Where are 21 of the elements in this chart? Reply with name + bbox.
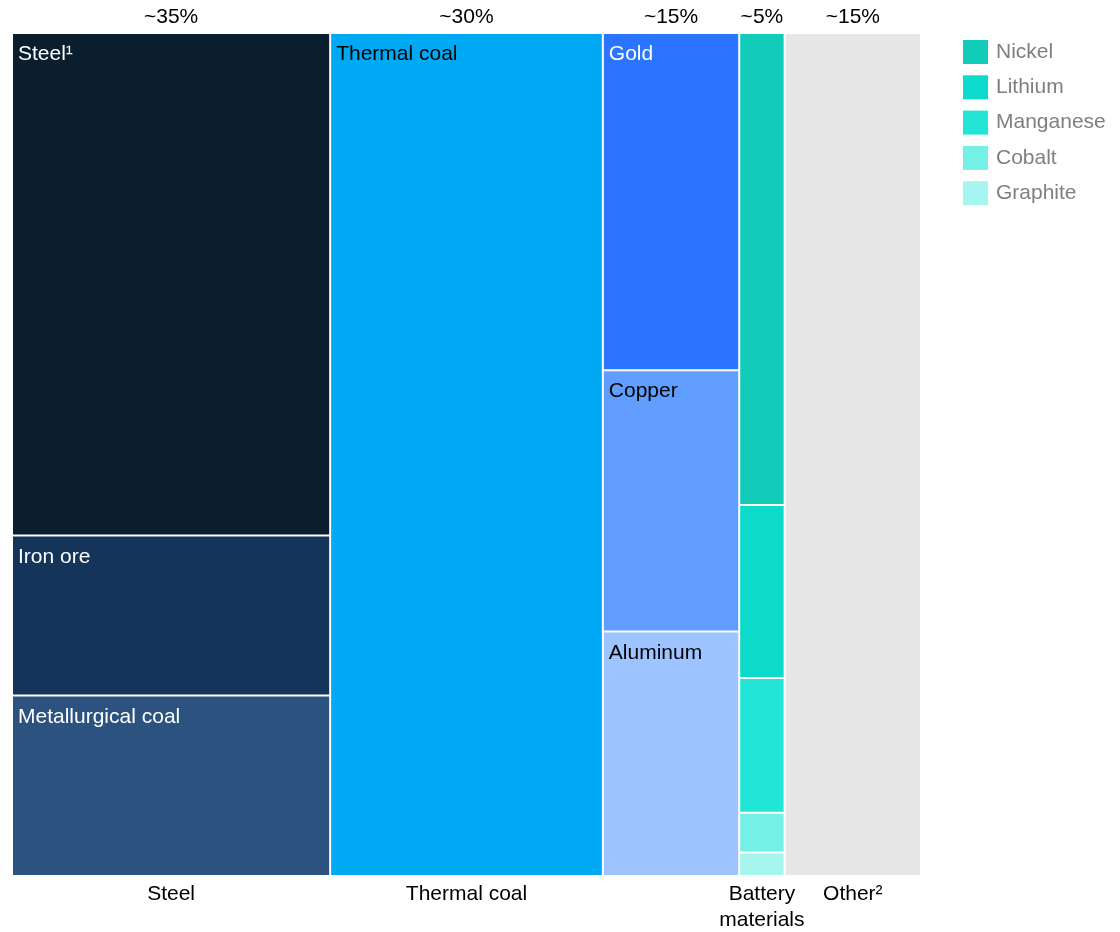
legend-label: Manganese [996,109,1106,133]
series-label: Metallurgical coal [18,703,181,727]
legend-label: Lithium [996,74,1064,98]
series-label: Gold [608,41,654,65]
x-tick-label: Steel [147,880,196,904]
x-tick-label: Battery materials [719,880,805,930]
legend-label: Nickel [996,38,1054,62]
series-label: Iron ore [18,543,91,567]
legend-label: Graphite [996,180,1077,203]
x-tick-label: Thermal coal [405,880,528,904]
legend-label: Cobalt [996,144,1057,168]
text: ~15% [825,3,880,27]
text: ~15% [643,3,699,27]
series-label: Thermal coal [336,41,458,65]
text: ~30% [439,3,494,27]
series-label: Aluminum [608,639,703,663]
text: ~5% [740,3,784,27]
series-label: Copper [608,378,678,402]
series-label: Steel¹ [18,41,73,65]
text: ~35% [143,3,199,27]
x-tick-label: Other² [823,880,883,904]
